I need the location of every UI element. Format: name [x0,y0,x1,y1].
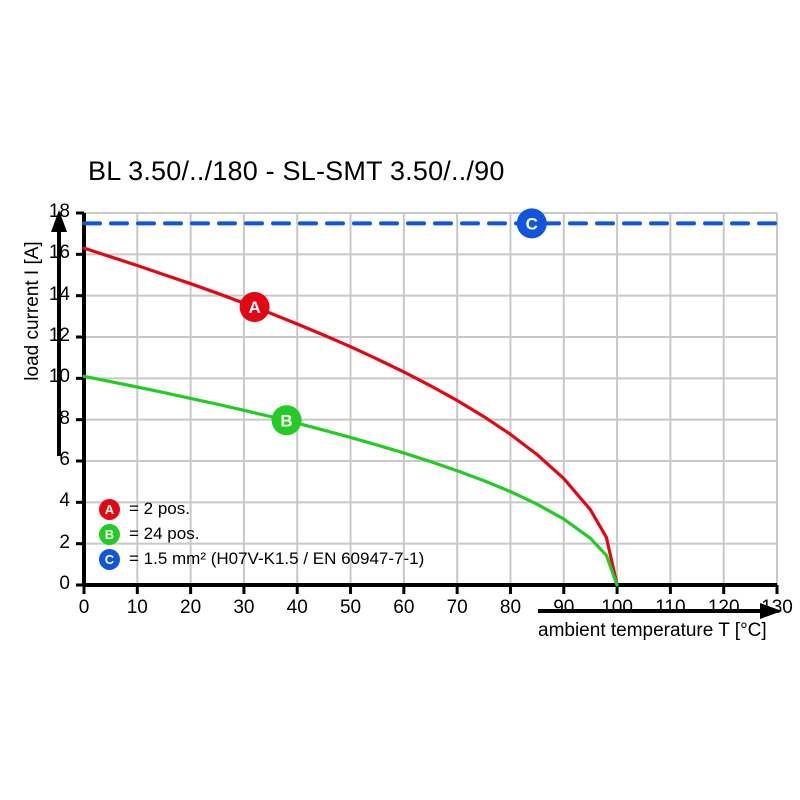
axis-arrows [51,210,782,619]
x-tick-label: 120 [707,597,740,618]
y-tick-label: 14 [48,283,70,305]
axis-lines [82,213,777,587]
x-tick-label: 80 [499,597,522,618]
x-tick-label: 130 [761,597,793,618]
x-tick-label: 90 [553,597,575,618]
legend-badge-icon-b: B [99,523,120,545]
series-marker-label-b: B [280,411,292,430]
axis-tickmarks [76,211,779,594]
y-tick-label: 6 [59,449,70,470]
x-tick-label: 10 [126,597,148,618]
y-axis-title-text: load current I [A] [22,241,43,381]
series-curves [82,221,779,587]
y-axis-title: load current I [A] [22,191,52,431]
legend-item-b: B = 24 pos. [99,523,199,545]
y-tick-label: 10 [48,366,70,388]
legend-label: = 1.5 mm² (H07V-K1.5 / EN 60947-7-1) [129,549,425,568]
x-tick-label: 50 [339,597,362,618]
legend-item-a: A = 2 pos. [99,498,190,520]
x-tick-label: 0 [78,597,90,618]
x-tick-label: 70 [446,597,468,618]
x-tick-label: 100 [601,597,633,618]
x-tick-label: 110 [655,597,686,618]
y-tick-label: 4 [59,490,70,512]
series-marker-a [239,292,270,323]
x-tick-label: 30 [233,597,255,618]
series-curve-a [82,246,619,587]
series-marker-label-c: C [526,214,538,233]
y-tick-label: 0 [59,573,70,594]
legend-label: = 24 pos. [129,524,200,543]
legend-badge-icon-c: C [99,548,120,570]
x-axis-title: ambient temperature T [°C] [538,620,767,641]
series-curve-b [82,374,619,587]
y-tick-label: 8 [59,407,70,429]
y-tick-label: 2 [59,531,70,553]
series-marker-b [271,405,302,436]
legend-badge-icon-a: A [99,498,120,520]
chart-title: BL 3.50/../180 - SL-SMT 3.50/../90 [88,156,505,186]
y-tick-label: 12 [48,325,70,346]
x-tick-label: 40 [286,597,308,618]
y-tick-label: 18 [48,201,70,222]
y-tick-label: 16 [48,242,70,264]
legend-item-c: C = 1.5 mm² (H07V-K1.5 / EN 60947-7-1) [99,548,424,570]
x-tick-label: 20 [180,597,202,618]
series-markers: A B C [239,208,547,436]
series-marker-label-a: A [248,298,260,317]
legend-label: = 2 pos. [129,499,190,518]
series-marker-c [516,208,547,239]
x-tick-label: 60 [393,597,415,618]
